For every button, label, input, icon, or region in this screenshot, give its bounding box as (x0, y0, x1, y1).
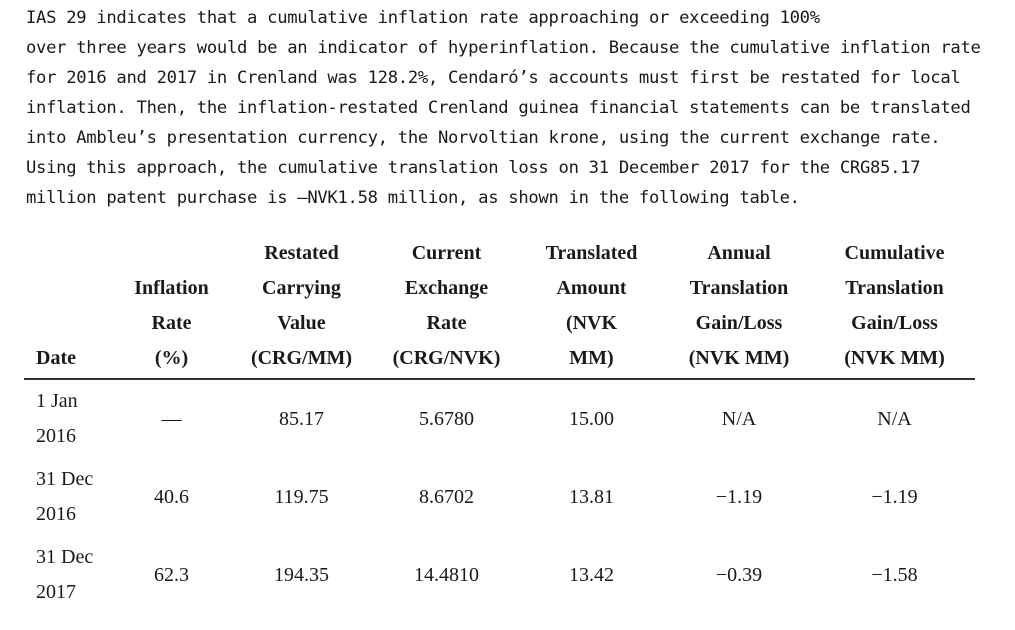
header-translated-amount: Translated Amount (NVK MM) (519, 236, 664, 380)
cell-cumulative: −1.58 (871, 563, 918, 586)
header-line: Exchange (404, 277, 489, 299)
header-line: Inflation (134, 277, 209, 299)
date-line: 1 Jan (36, 390, 78, 412)
cell-cumulative: N/A (877, 407, 912, 430)
header-current-exchange-rate: Current Exchange Rate (CRG/NVK) (374, 236, 519, 380)
header-line: Rate (426, 312, 467, 334)
cell-date: 1 Jan 2016 (24, 379, 114, 458)
cell-restated: 194.35 (274, 563, 329, 586)
paragraph-line: Using this approach, the cumulative tran… (26, 158, 921, 178)
header-line: Cumulative (844, 242, 945, 264)
cell-translated: 15.00 (569, 407, 614, 430)
cell-annual: −1.19 (715, 485, 763, 508)
header-line: Value (277, 312, 326, 334)
header-restated-carrying-value: Restated Carrying Value (CRG/MM) (229, 236, 374, 380)
header-inflation-rate: Inflation Rate (%) (114, 236, 229, 380)
header-line: (NVK MM) (688, 347, 790, 369)
header-cumulative-translation: Cumulative Translation Gain/Loss (NVK MM… (814, 236, 975, 380)
cell-exchange: 5.6780 (419, 407, 474, 430)
paragraph-line: for 2016 and 2017 in Crenland was 128.2%… (26, 68, 961, 88)
header-line: Translation (689, 277, 789, 299)
cell-exchange: 8.6702 (419, 485, 474, 508)
header-line: Translated (545, 242, 638, 264)
cell-exchange: 14.4810 (414, 563, 479, 586)
header-line: (CRG/NVK) (392, 347, 501, 369)
header-line: Current (411, 242, 482, 264)
intro-paragraph: IAS 29 indicates that a cumulative infla… (26, 3, 1001, 213)
cell-inflation: 40.6 (154, 485, 189, 508)
header-line: Annual (707, 242, 771, 264)
table-header-row: Date Inflation Rate (%) Restated Carryin… (24, 236, 975, 380)
date-line: 2016 (36, 503, 76, 525)
header-line: (NVK MM) (844, 347, 945, 369)
cell-restated: 85.17 (279, 407, 324, 430)
header-line: Date (36, 347, 76, 369)
paragraph-line: inflation. Then, the inflation-restated … (26, 98, 971, 118)
paragraph-line: over three years would be an indicator o… (26, 38, 981, 58)
header-annual-translation: Annual Translation Gain/Loss (NVK MM) (664, 236, 814, 380)
paragraph-line: million patent purchase is –NVK1.58 mill… (26, 188, 800, 208)
header-line: (%) (154, 347, 189, 369)
header-line: (CRG/MM) (250, 347, 353, 369)
date-line: 31 Dec (36, 546, 94, 568)
cell-date: 31 Dec 2016 (24, 458, 114, 536)
cell-restated: 119.75 (274, 485, 329, 508)
header-line: Gain/Loss (851, 312, 938, 334)
table-row: 31 Dec 2017 62.3 194.35 14.4810 13.42 −0… (24, 536, 975, 614)
paragraph-line: IAS 29 indicates that a cumulative infla… (26, 8, 820, 28)
cell-annual: −0.39 (715, 563, 763, 586)
header-line: Translation (845, 277, 944, 299)
cell-cumulative: −1.19 (871, 485, 918, 508)
date-line: 2016 (36, 425, 76, 447)
cell-translated: 13.42 (569, 563, 614, 586)
header-line: Amount (556, 277, 627, 299)
paragraph-line: into Ambleu’s presentation currency, the… (26, 128, 941, 148)
cell-date: 31 Dec 2017 (24, 536, 114, 614)
header-line: (NVK (565, 312, 618, 334)
table-row: 31 Dec 2016 40.6 119.75 8.6702 13.81 −1.… (24, 458, 975, 536)
cell-inflation: — (161, 407, 182, 430)
header-line: Rate (151, 312, 192, 334)
translation-table: Date Inflation Rate (%) Restated Carryin… (24, 236, 975, 614)
cell-translated: 13.81 (569, 485, 614, 508)
header-line: Carrying (262, 277, 341, 299)
header-line: Gain/Loss (695, 312, 783, 334)
header-date: Date (24, 236, 114, 380)
table-row: 1 Jan 2016 — 85.17 5.6780 15.00 N/A N/A (24, 379, 975, 458)
cell-inflation: 62.3 (154, 563, 189, 586)
date-line: 2017 (36, 581, 76, 603)
header-line: MM) (569, 347, 614, 369)
date-line: 31 Dec (36, 468, 94, 490)
cell-annual: N/A (721, 407, 757, 430)
header-line: Restated (264, 242, 339, 264)
